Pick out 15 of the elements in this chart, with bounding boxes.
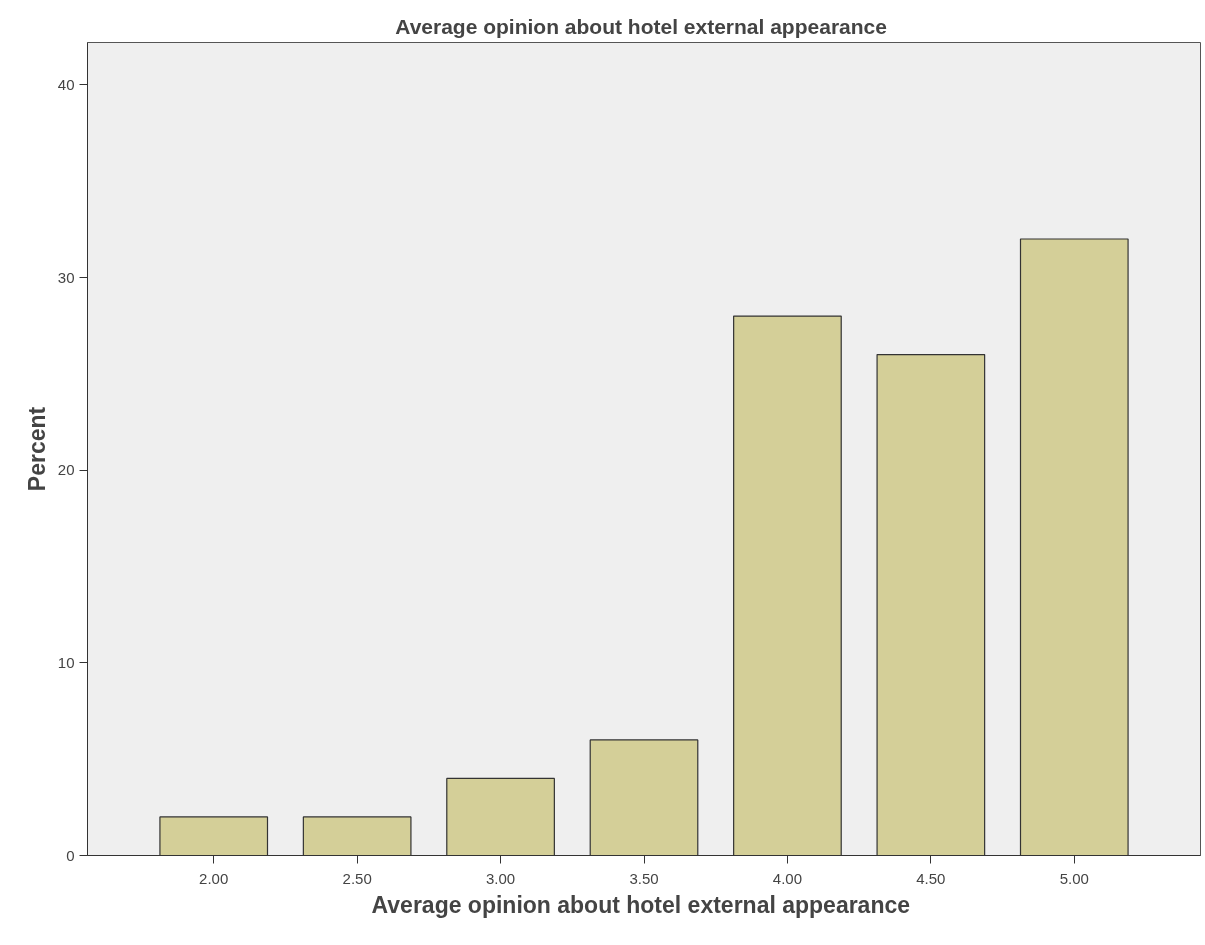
y-tick-label: 10 (57, 653, 75, 671)
y-axis-title: Percent (23, 406, 50, 492)
x-tick-label: 2.00 (199, 869, 229, 887)
x-tick-label: 5.00 (1059, 869, 1089, 887)
x-tick-label: 3.00 (485, 869, 516, 887)
x-axis-title: Average opinion about hotel external appearance (371, 891, 911, 918)
x-tick-label: 2.50 (342, 869, 372, 887)
y-tick-label: 20 (57, 461, 75, 479)
y-tick-label: 40 (57, 75, 75, 93)
x-tick-label: 4.50 (916, 869, 946, 887)
chart-title: Average opinion about hotel external appearance (395, 14, 887, 38)
y-tick-label: 30 (57, 268, 75, 286)
y-tick-label: 0 (66, 846, 75, 864)
x-tick-label: 4.00 (772, 869, 803, 887)
x-tick-label: 3.50 (629, 869, 659, 887)
